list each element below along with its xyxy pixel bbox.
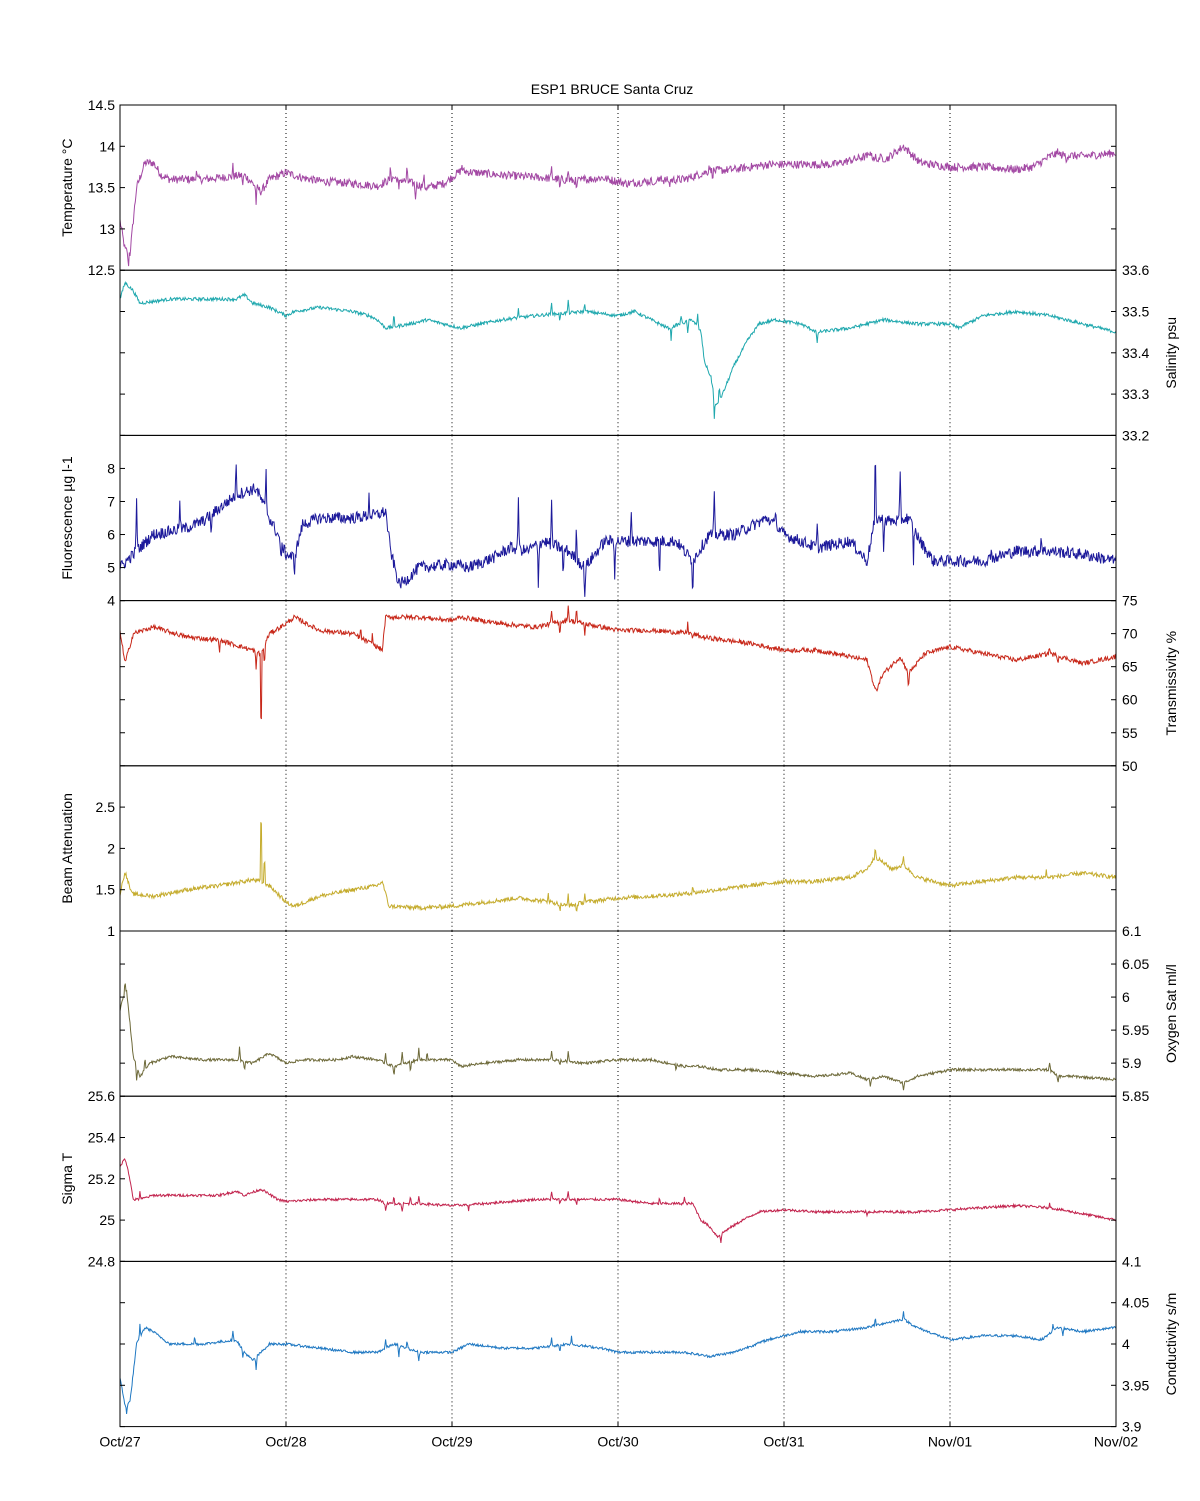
- y-axis-label: Salinity psu: [1163, 317, 1179, 389]
- y-tick-label: 3.9: [1122, 1419, 1142, 1435]
- y-tick-label: 5.9: [1122, 1055, 1142, 1071]
- y-axis-label: Oxygen Sat ml/l: [1163, 964, 1179, 1063]
- y-tick-label: 1.5: [96, 882, 116, 898]
- y-tick-label: 2: [107, 840, 115, 856]
- y-tick-label: 7: [107, 493, 115, 509]
- series-line: [119, 144, 1117, 267]
- series-line: [119, 280, 1117, 419]
- series-line: [119, 983, 1117, 1091]
- y-tick-label: 5.95: [1122, 1022, 1149, 1038]
- y-tick-label: 55: [1122, 725, 1138, 741]
- y-tick-label: 25.2: [88, 1171, 115, 1187]
- y-tick-label: 25: [99, 1212, 115, 1228]
- y-tick-label: 6.1: [1122, 923, 1142, 939]
- y-tick-label: 5.85: [1122, 1088, 1149, 1104]
- y-tick-label: 1: [107, 923, 115, 939]
- y-tick-label: 65: [1122, 659, 1138, 675]
- panel-5: 5.85 5.9 5.95 6 6.05 6.1 Oxygen Sat ml/l: [119, 923, 1179, 1104]
- y-tick-label: 33.5: [1122, 304, 1149, 320]
- y-tick-label: 6: [1122, 989, 1130, 1005]
- x-tick-label: Oct/29: [431, 1434, 472, 1450]
- series-line: [119, 822, 1117, 912]
- x-tick-label: Nov/02: [1094, 1434, 1139, 1450]
- y-tick-label: 5: [107, 560, 115, 576]
- y-tick-label: 14: [99, 138, 115, 154]
- y-tick-label: 8: [107, 460, 115, 476]
- y-axis-label: Fluorescence µg l-1: [59, 456, 75, 579]
- series-line: [119, 1158, 1117, 1243]
- panel-0: 12.5 13 13.5 14 14.5 Temperature °C: [59, 97, 1117, 278]
- y-tick-label: 33.2: [1122, 427, 1149, 443]
- y-tick-label: 33.3: [1122, 386, 1149, 402]
- panel-4: 1 1.5 2 2.5 Beam Attenuation: [59, 765, 1117, 939]
- y-axis-label: Conductivity s/m: [1163, 1293, 1179, 1396]
- panel-1: 33.2 33.3 33.4 33.5 33.6 Salinity psu: [119, 262, 1179, 443]
- y-tick-label: 13: [99, 221, 115, 237]
- y-tick-label: 25.4: [88, 1130, 115, 1146]
- chart-title: ESP1 BRUCE Santa Cruz: [531, 81, 694, 97]
- y-tick-label: 4.05: [1122, 1295, 1149, 1311]
- y-tick-label: 4.1: [1122, 1253, 1142, 1269]
- y-tick-label: 25.6: [88, 1088, 115, 1104]
- y-tick-label: 50: [1122, 758, 1138, 774]
- panel-2: 4 5 6 7 8 Fluorescence µg l-1: [59, 434, 1117, 609]
- series-line: [119, 464, 1117, 597]
- y-tick-label: 14.5: [88, 97, 115, 113]
- y-tick-label: 70: [1122, 626, 1138, 642]
- y-tick-label: 33.4: [1122, 345, 1149, 361]
- y-tick-label: 6.05: [1122, 956, 1149, 972]
- x-tick-label: Oct/28: [265, 1434, 306, 1450]
- y-tick-label: 75: [1122, 593, 1138, 609]
- y-tick-label: 4: [1122, 1336, 1130, 1352]
- y-axis-label: Transmissivity %: [1163, 631, 1179, 736]
- panel-7: 3.9 3.95 4 4.05 4.1 Conductivity s/m: [119, 1253, 1179, 1435]
- x-tick-label: Oct/27: [99, 1434, 140, 1450]
- y-tick-label: 12.5: [88, 262, 115, 278]
- y-tick-label: 6: [107, 527, 115, 543]
- y-tick-label: 4: [107, 593, 115, 609]
- y-axis-label: Temperature °C: [59, 138, 75, 236]
- x-axis: Oct/27 Oct/28 Oct/29 Oct/30 Oct/31 Nov/01 Nov/…: [99, 105, 1138, 1450]
- y-tick-label: 13.5: [88, 180, 115, 196]
- x-tick-label: Oct/30: [597, 1434, 638, 1450]
- series-line: [119, 605, 1117, 720]
- panel-6: 24.8 25 25.2 25.4 25.6 Sigma T: [59, 1088, 1117, 1269]
- y-tick-label: 3.95: [1122, 1377, 1149, 1393]
- y-axis-label: Beam Attenuation: [59, 793, 75, 904]
- y-axis-label: Sigma T: [59, 1152, 75, 1204]
- y-tick-label: 33.6: [1122, 262, 1149, 278]
- y-tick-label: 2.5: [96, 799, 116, 815]
- x-tick-label: Nov/01: [928, 1434, 973, 1450]
- panel-3: 50 55 60 65 70 75 Transmissivity %: [119, 593, 1179, 774]
- x-tick-label: Oct/31: [763, 1434, 804, 1450]
- series-line: [119, 1311, 1117, 1414]
- y-tick-label: 60: [1122, 692, 1138, 708]
- y-tick-label: 24.8: [88, 1253, 115, 1269]
